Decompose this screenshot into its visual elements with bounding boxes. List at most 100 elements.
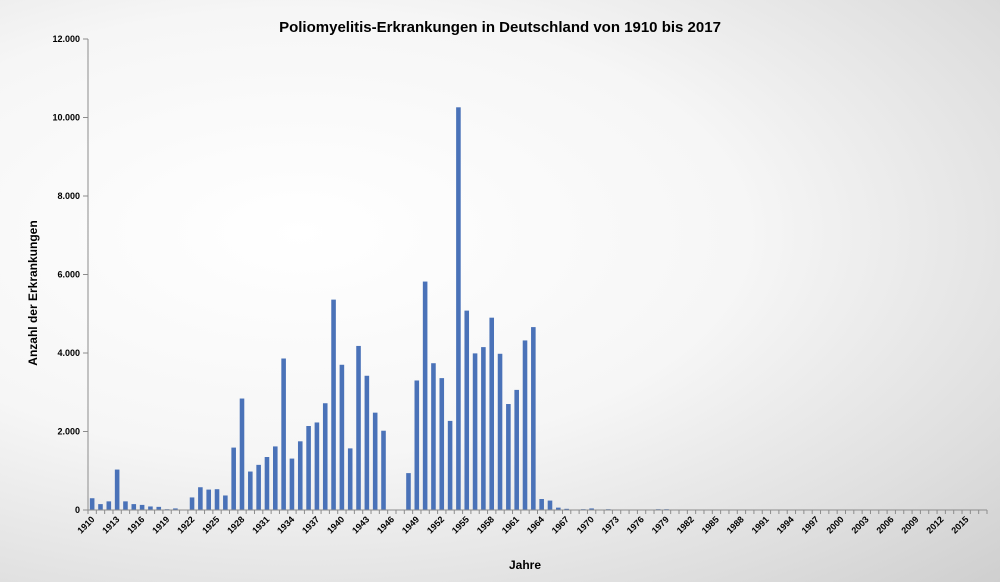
y-axis: 0 2.000 4.000 6.000 8.000 10.000 12.000	[52, 34, 89, 515]
bar-1959	[497, 353, 503, 510]
bar-1952	[439, 378, 445, 510]
bar-1970	[589, 508, 594, 510]
bar-1955	[464, 310, 470, 510]
bar-1967	[564, 508, 569, 510]
bar-1945	[381, 430, 386, 510]
bar-1953	[447, 420, 453, 510]
bar-1928	[239, 398, 245, 510]
x-tick-label: 2006	[874, 514, 895, 535]
bar-1915	[131, 504, 137, 510]
x-tick-label: 1988	[725, 514, 746, 535]
bar-1911	[98, 504, 103, 510]
bar-1963	[531, 327, 536, 510]
bar-1949	[414, 380, 420, 510]
x-tick-label: 2003	[849, 514, 870, 535]
y-tick-label: 6.000	[57, 270, 80, 280]
bar-series	[89, 107, 761, 511]
x-axis-title: Jahre	[509, 558, 541, 572]
x-tick-label: 1964	[525, 514, 546, 535]
x-tick-label: 1922	[175, 514, 196, 535]
bar-1965	[547, 500, 553, 510]
bar-1939	[331, 299, 336, 510]
x-tick-label: 1961	[500, 514, 521, 535]
bar-1920	[173, 508, 178, 510]
bar-1936	[306, 426, 311, 510]
bar-1956	[472, 353, 478, 510]
y-tick-label: 0	[75, 505, 80, 515]
x-axis: 1910 1913 1916 1919 1922 1925 1928 1931 1934 1937…	[75, 509, 988, 536]
bar-1924	[206, 489, 211, 510]
bar-1925	[214, 489, 220, 510]
bar-1926	[223, 495, 228, 510]
bar-1934	[289, 458, 295, 510]
chart-title: Poliomyelitis-Erkrankungen in Deutschlan…	[279, 19, 721, 36]
bar-1960	[506, 404, 511, 510]
bar-1914	[123, 501, 128, 510]
bar-1927	[231, 447, 236, 510]
x-tick-label: 1916	[125, 514, 146, 535]
x-tick-label: 1955	[450, 514, 471, 535]
bar-1931	[264, 457, 270, 510]
bar-1966	[556, 507, 561, 510]
x-tick-label: 1976	[625, 514, 646, 535]
bar-1922	[189, 497, 195, 510]
bar-1954	[456, 107, 461, 511]
y-axis-title: Anzahl der Erkrankungen	[26, 220, 40, 365]
x-tick-label: 1949	[400, 514, 421, 535]
y-tick-label: 4.000	[57, 348, 80, 358]
bar-1948	[406, 473, 411, 510]
bar-1910	[89, 498, 95, 510]
x-tick-label: 2000	[824, 514, 845, 535]
bar-1964	[539, 499, 544, 510]
x-tick-label: 1952	[425, 514, 446, 535]
x-tick-label: 2012	[924, 514, 945, 535]
x-tick-label: 1913	[100, 514, 121, 535]
x-tick-label: 1994	[775, 514, 796, 535]
x-tick-label: 1919	[150, 514, 171, 535]
x-tick-label: 1979	[650, 514, 671, 535]
x-tick-label: 2015	[949, 514, 970, 535]
x-tick-label: 1940	[325, 514, 346, 535]
x-tick-label: 1928	[225, 514, 246, 535]
bar-1950	[422, 281, 428, 510]
bar-1941	[347, 448, 353, 510]
bar-1917	[148, 506, 153, 510]
x-tick-label: 1925	[200, 514, 221, 535]
bar-1951	[431, 363, 436, 510]
bar-1942	[356, 345, 361, 510]
bar-1929	[248, 471, 253, 510]
bar-1935	[297, 441, 303, 510]
bar-1937	[314, 422, 320, 510]
x-tick-label: 2009	[899, 514, 920, 535]
bar-1916	[139, 504, 145, 510]
x-tick-label: 1934	[275, 514, 296, 535]
y-tick-label: 8.000	[57, 191, 80, 201]
x-tick-label: 1946	[375, 514, 396, 535]
x-tick-label: 1997	[800, 514, 821, 535]
x-tick-label: 1967	[550, 514, 571, 535]
bar-1940	[339, 364, 345, 510]
y-tick-label: 2.000	[57, 427, 80, 437]
x-tick-label: 1991	[750, 514, 771, 535]
bar-1932	[273, 446, 278, 510]
bar-1957	[481, 347, 486, 510]
bar-1961	[514, 389, 519, 510]
x-tick-label: 1973	[600, 514, 621, 535]
bar-1943	[364, 375, 370, 510]
x-tick-label: 1910	[75, 514, 96, 535]
y-tick-label: 10.000	[52, 113, 80, 123]
bar-1958	[489, 317, 495, 510]
bar-1918	[156, 506, 162, 510]
bar-1933	[281, 358, 286, 510]
x-tick-label: 1982	[675, 514, 696, 535]
x-tick-label: 1985	[700, 514, 721, 535]
x-tick-label: 1958	[475, 514, 496, 535]
x-tick-label: 1937	[300, 514, 321, 535]
bar-1944	[372, 412, 378, 510]
x-tick-label: 1931	[250, 514, 271, 535]
x-tick-label: 1970	[575, 514, 596, 535]
y-tick-label: 12.000	[52, 34, 80, 44]
bar-1938	[322, 403, 328, 510]
